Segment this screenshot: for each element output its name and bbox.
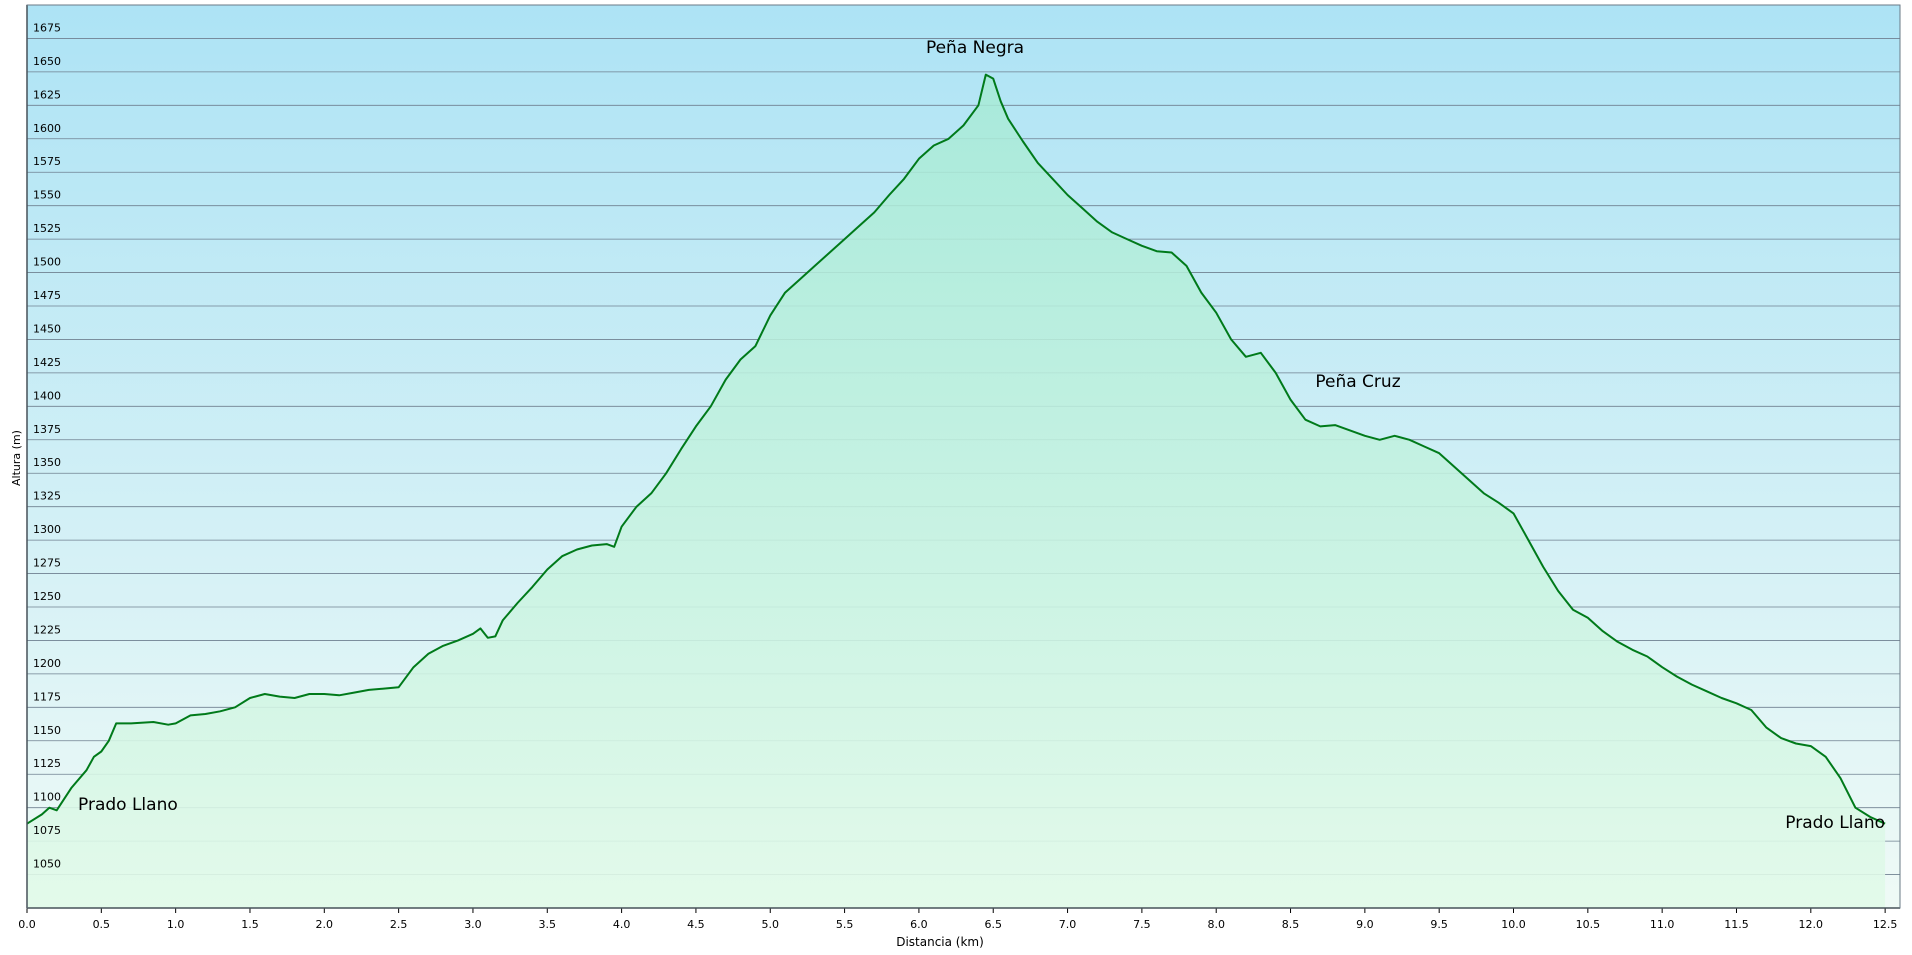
- y-tick-label: 1225: [33, 623, 61, 636]
- y-tick-label: 1525: [33, 222, 61, 235]
- annotation: Prado Llano: [1785, 813, 1885, 833]
- y-tick-label: 1075: [33, 824, 61, 837]
- y-tick-label: 1500: [33, 256, 61, 269]
- x-axis-label: Distancia (km): [896, 935, 984, 949]
- x-tick-label: 3.0: [464, 918, 482, 931]
- area-fill: [27, 74, 1886, 909]
- y-tick-label: 1575: [33, 155, 61, 168]
- x-tick-label: 0.0: [18, 918, 36, 931]
- x-tick-label: 2.0: [316, 918, 334, 931]
- y-tick-label: 1250: [33, 590, 61, 603]
- x-tick-label: 9.5: [1430, 918, 1448, 931]
- y-tick-label: 1550: [33, 189, 61, 202]
- x-tick-label: 8.0: [1207, 918, 1225, 931]
- x-tick-label: 1.0: [167, 918, 185, 931]
- y-tick-label: 1675: [33, 21, 61, 34]
- y-tick-label: 1100: [33, 791, 61, 804]
- x-tick-label: 8.5: [1282, 918, 1300, 931]
- y-tick-label: 1475: [33, 289, 61, 302]
- plot-border: [26, 4, 1901, 909]
- x-tick-label: 2.5: [390, 918, 408, 931]
- x-tick-label: 5.5: [836, 918, 854, 931]
- annotation: Prado Llano: [78, 795, 178, 815]
- x-tick-label: 0.5: [93, 918, 111, 931]
- x-tick-label: 10.5: [1576, 918, 1601, 931]
- x-tick-label: 3.5: [539, 918, 557, 931]
- elevation-line: [26, 73, 1886, 825]
- x-tick-label: 9.0: [1356, 918, 1374, 931]
- x-tick-label: 12.5: [1873, 918, 1898, 931]
- x-tick-label: 1.5: [241, 918, 259, 931]
- y-tick-label: 1650: [33, 55, 61, 68]
- y-tick-label: 1125: [33, 757, 61, 770]
- y-tick-label: 1425: [33, 356, 61, 369]
- x-tick-label: 5.0: [762, 918, 780, 931]
- y-tick-label: 1275: [33, 557, 61, 570]
- y-tick-label: 1350: [33, 456, 61, 469]
- x-tick-label: 6.0: [910, 918, 928, 931]
- x-tick-label: 12.0: [1799, 918, 1824, 931]
- y-axis-label: Altura (m): [10, 430, 23, 486]
- y-tick-label: 1050: [33, 858, 61, 871]
- y-tick-label: 1375: [33, 423, 61, 436]
- x-tick-label: 10.0: [1501, 918, 1526, 931]
- x-tick-label: 7.5: [1133, 918, 1151, 931]
- y-tick-label: 1150: [33, 724, 61, 737]
- y-tick-label: 1300: [33, 523, 61, 536]
- x-tick-label: 6.5: [984, 918, 1002, 931]
- y-tick-label: 1450: [33, 322, 61, 335]
- x-tick-label: 11.0: [1650, 918, 1675, 931]
- y-tick-label: 1325: [33, 490, 61, 503]
- y-tick-label: 1175: [33, 690, 61, 703]
- y-tick-label: 1200: [33, 657, 61, 670]
- x-tick-label: 11.5: [1724, 918, 1749, 931]
- annotation: Peña Negra: [926, 38, 1024, 58]
- x-tick-label: 4.5: [687, 918, 705, 931]
- y-tick-label: 1625: [33, 88, 61, 101]
- annotation: Peña Cruz: [1315, 372, 1400, 392]
- x-tick-label: 7.0: [1059, 918, 1077, 931]
- x-tick-label: 4.0: [613, 918, 631, 931]
- y-tick-label: 1600: [33, 122, 61, 135]
- y-tick-label: 1400: [33, 389, 61, 402]
